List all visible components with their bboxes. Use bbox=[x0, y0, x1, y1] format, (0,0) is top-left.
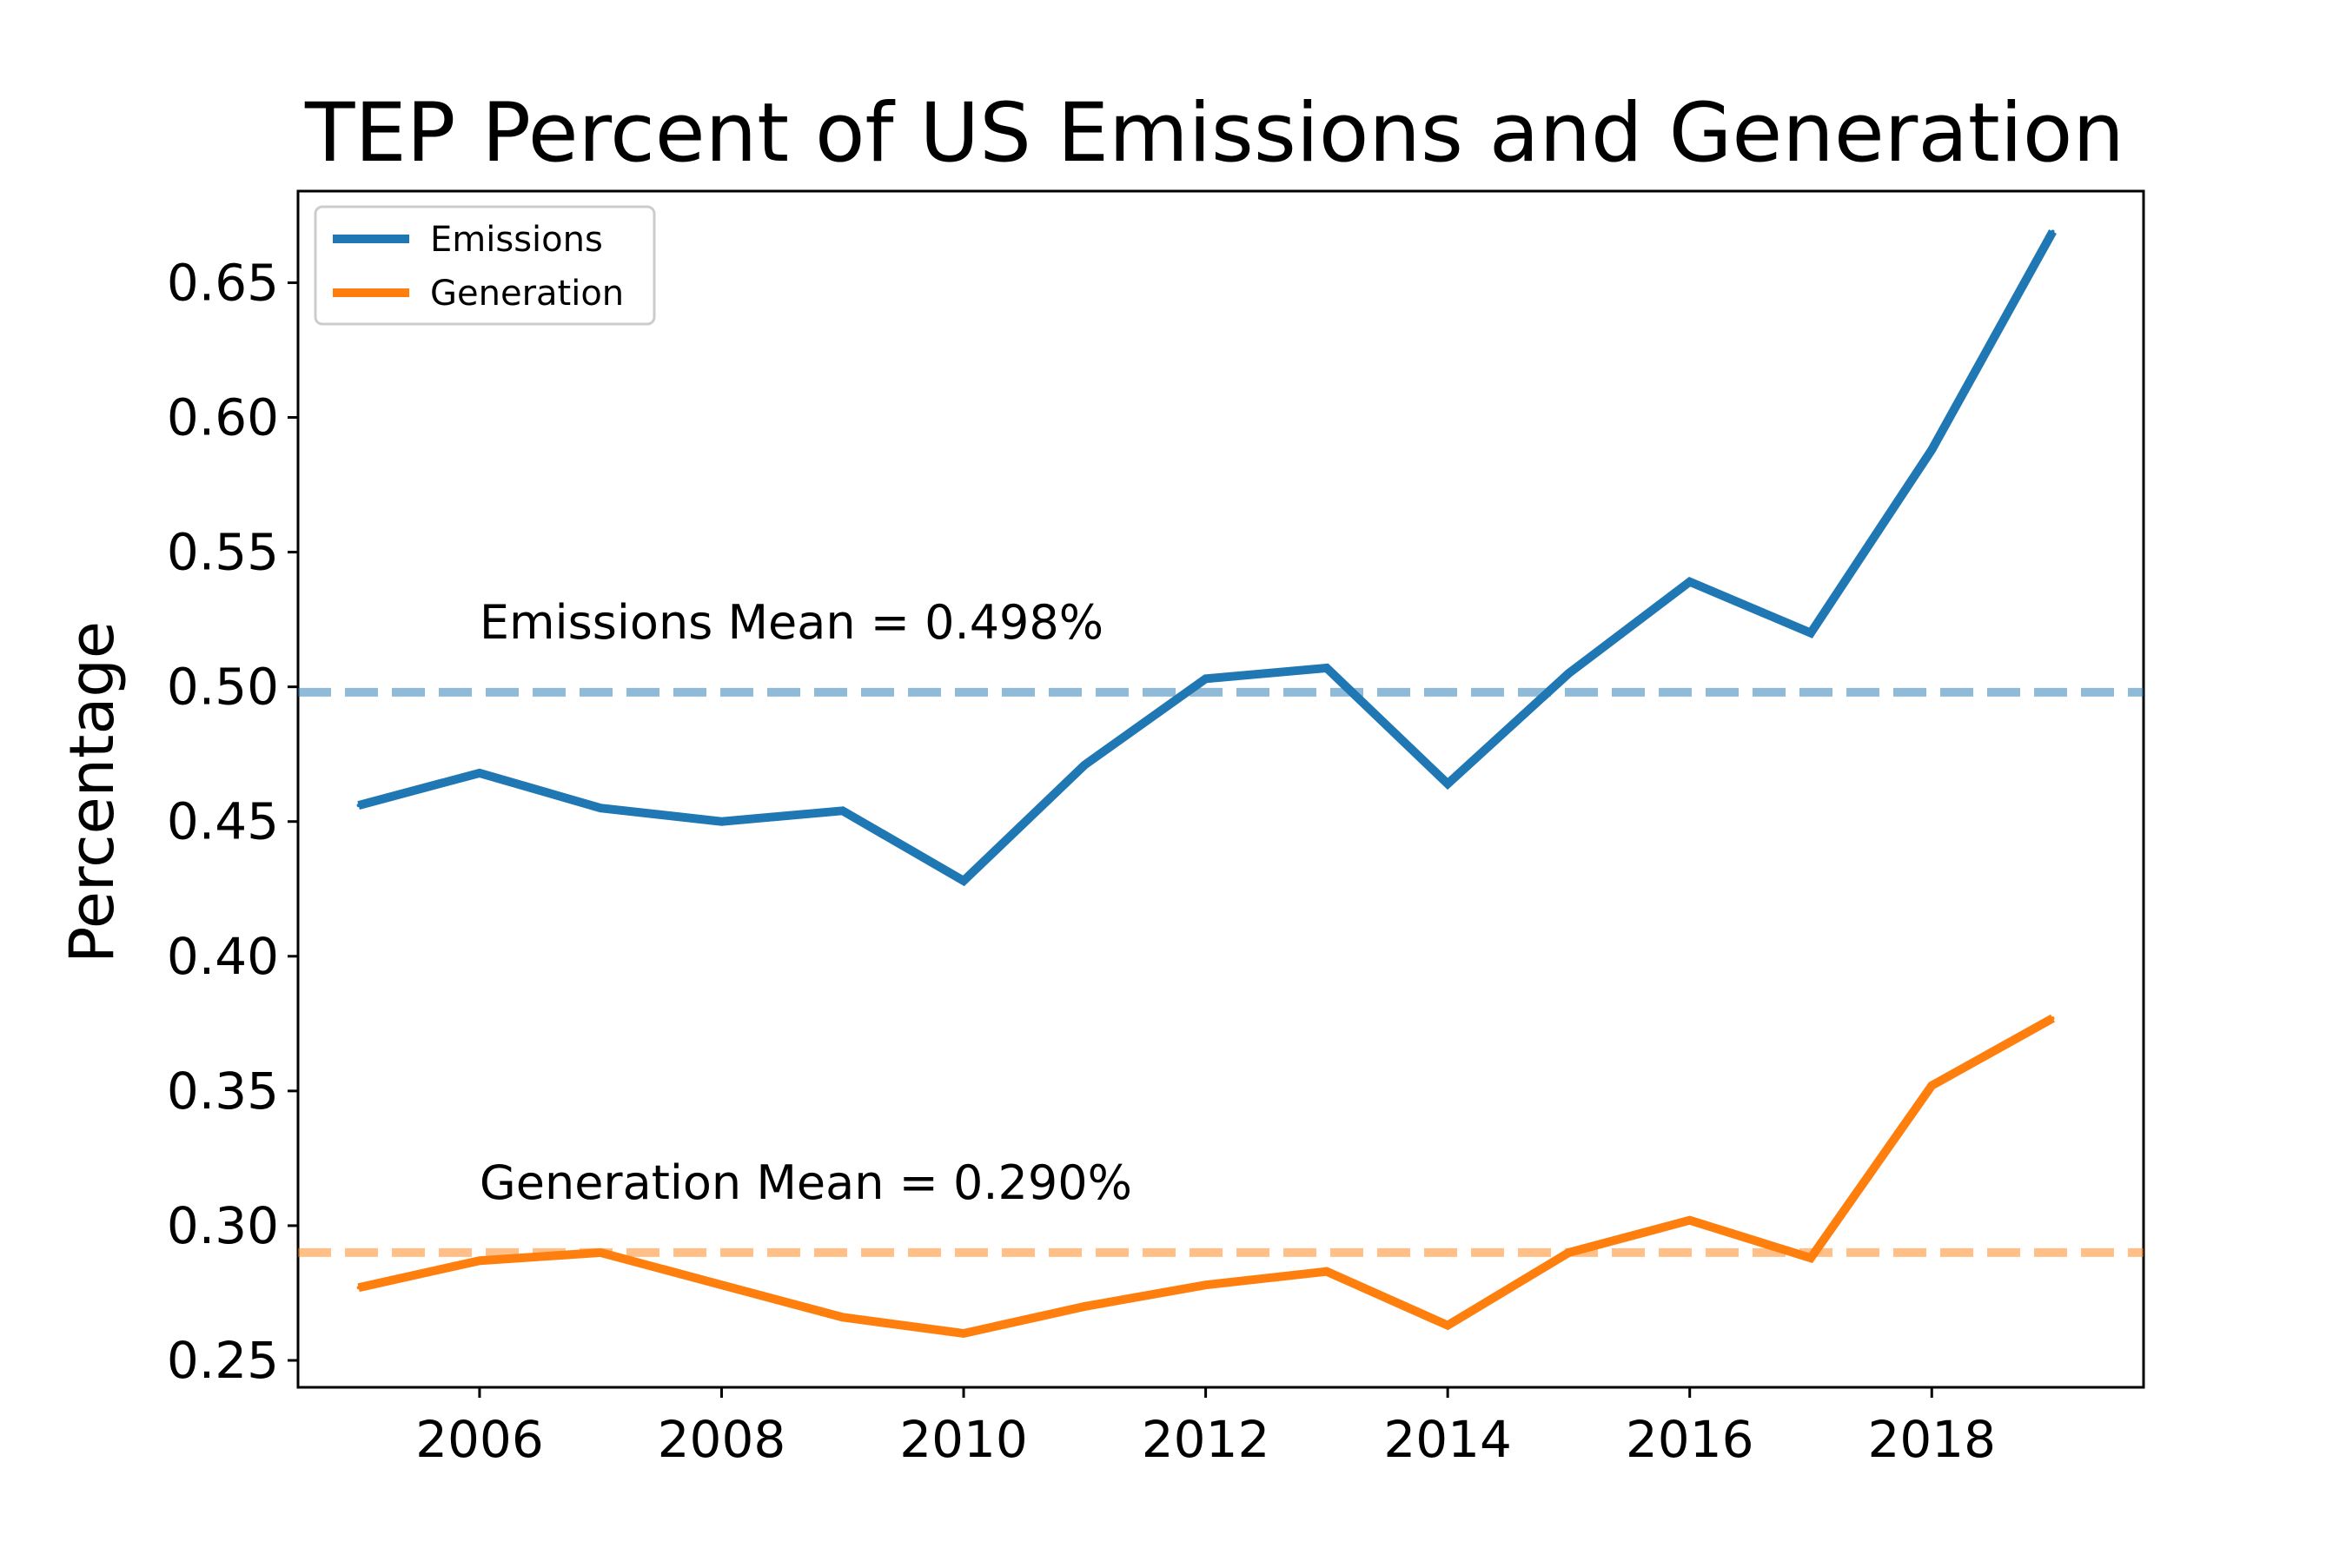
data-point bbox=[1446, 1323, 1450, 1327]
data-point bbox=[719, 819, 724, 824]
series-line bbox=[357, 229, 2057, 887]
data-point bbox=[840, 809, 845, 813]
x-tick-label: 2014 bbox=[1383, 1410, 1512, 1469]
data-point bbox=[1324, 1269, 1329, 1274]
x-tick-label: 2012 bbox=[1142, 1410, 1270, 1469]
data-point bbox=[1083, 763, 1087, 767]
data-point bbox=[1567, 1250, 1571, 1254]
plot-area: 0.25 0.30 0.35 0.40 0.45 0.50 0.55 0.60 0.65 2006… bbox=[167, 189, 2145, 1469]
y-tick-label: 0.35 bbox=[167, 1062, 279, 1121]
mean-annotation: Emissions Mean = 0.498% bbox=[480, 595, 1103, 650]
data-point bbox=[962, 1331, 966, 1335]
data-point bbox=[1808, 631, 1813, 635]
data-point bbox=[1567, 672, 1571, 676]
data-point bbox=[840, 1315, 845, 1320]
x-tick-label: 2010 bbox=[899, 1410, 1028, 1469]
data-point bbox=[2051, 229, 2055, 234]
data-point bbox=[1324, 665, 1329, 670]
x-tick-label: 2018 bbox=[1867, 1410, 1996, 1469]
y-tick-label: 0.45 bbox=[167, 792, 279, 851]
mean-annotation: Generation Mean = 0.290% bbox=[480, 1155, 1132, 1210]
y-tick-label: 0.65 bbox=[167, 253, 279, 312]
y-tick-label: 0.60 bbox=[167, 388, 279, 447]
data-point bbox=[962, 878, 966, 883]
data-point bbox=[1687, 579, 1692, 584]
y-tick-label: 0.40 bbox=[167, 927, 279, 986]
data-point bbox=[477, 1259, 481, 1263]
data-point bbox=[477, 771, 481, 775]
data-point bbox=[1083, 1304, 1087, 1308]
x-tick-label: 2008 bbox=[658, 1410, 786, 1469]
data-point bbox=[356, 1286, 361, 1290]
y-tick-label: 0.30 bbox=[167, 1196, 279, 1255]
chart-title: TEP Percent of US Emissions and Generati… bbox=[304, 86, 2124, 181]
axes-frame bbox=[296, 189, 2145, 1389]
data-point bbox=[599, 1250, 603, 1254]
y-axis-label: Percentage bbox=[56, 621, 128, 963]
data-point bbox=[599, 806, 603, 810]
data-point bbox=[1446, 782, 1450, 786]
legend-label: Emissions bbox=[430, 220, 603, 260]
data-point bbox=[1930, 447, 1934, 452]
data-point bbox=[1808, 1256, 1813, 1260]
legend-label: Generation bbox=[430, 274, 624, 314]
y-tick-label: 0.55 bbox=[167, 523, 279, 582]
data-point bbox=[1203, 677, 1208, 681]
x-tick-label: 2006 bbox=[415, 1410, 544, 1469]
y-tick-label: 0.25 bbox=[167, 1331, 279, 1390]
x-tick-label: 2016 bbox=[1626, 1410, 1754, 1469]
data-point bbox=[1203, 1283, 1208, 1287]
data-point bbox=[1687, 1218, 1692, 1222]
y-tick-label: 0.50 bbox=[167, 658, 279, 717]
data-point bbox=[356, 804, 361, 808]
data-point bbox=[1930, 1083, 1934, 1088]
data-point bbox=[719, 1283, 724, 1287]
data-point bbox=[2051, 1016, 2055, 1021]
